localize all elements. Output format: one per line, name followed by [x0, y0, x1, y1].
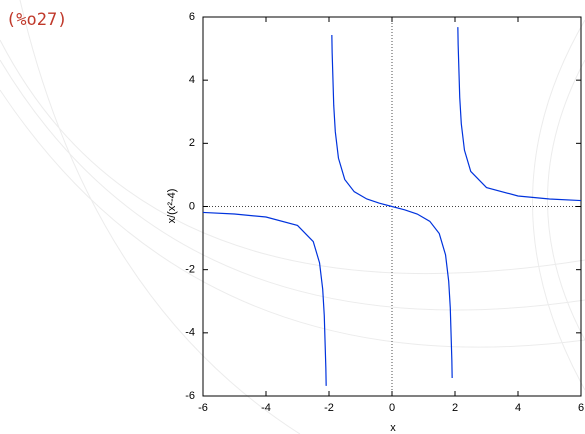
- output-label: (%o27): [6, 10, 67, 30]
- y-tick-label: 6: [189, 11, 195, 23]
- x-tick-label: 2: [452, 402, 458, 414]
- decor: [0, 39, 585, 275]
- y-tick-label: -2: [185, 264, 195, 276]
- y-tick-label: 2: [189, 137, 195, 149]
- x-tick-label: -2: [324, 402, 334, 414]
- x-axis-label: x: [390, 422, 396, 434]
- function-curve: [202, 27, 582, 386]
- decor: [0, 59, 585, 311]
- y-tick-label: -6: [185, 390, 195, 402]
- decor: [532, 19, 585, 391]
- x-tick-label: 4: [515, 402, 521, 414]
- y-tick-label: 0: [189, 200, 195, 212]
- y-tick-label: -4: [185, 327, 195, 339]
- y-axis-label: x/(x²-4): [166, 189, 178, 224]
- x-tick-label: 6: [578, 402, 584, 414]
- decor: [0, 89, 585, 348]
- y-tick-label: 4: [189, 74, 195, 86]
- x-tick-label: -4: [261, 402, 271, 414]
- x-tick-label: 0: [389, 402, 395, 414]
- decor: [547, 59, 585, 341]
- decor: [19, 0, 301, 434]
- x-tick-label: -6: [198, 402, 208, 414]
